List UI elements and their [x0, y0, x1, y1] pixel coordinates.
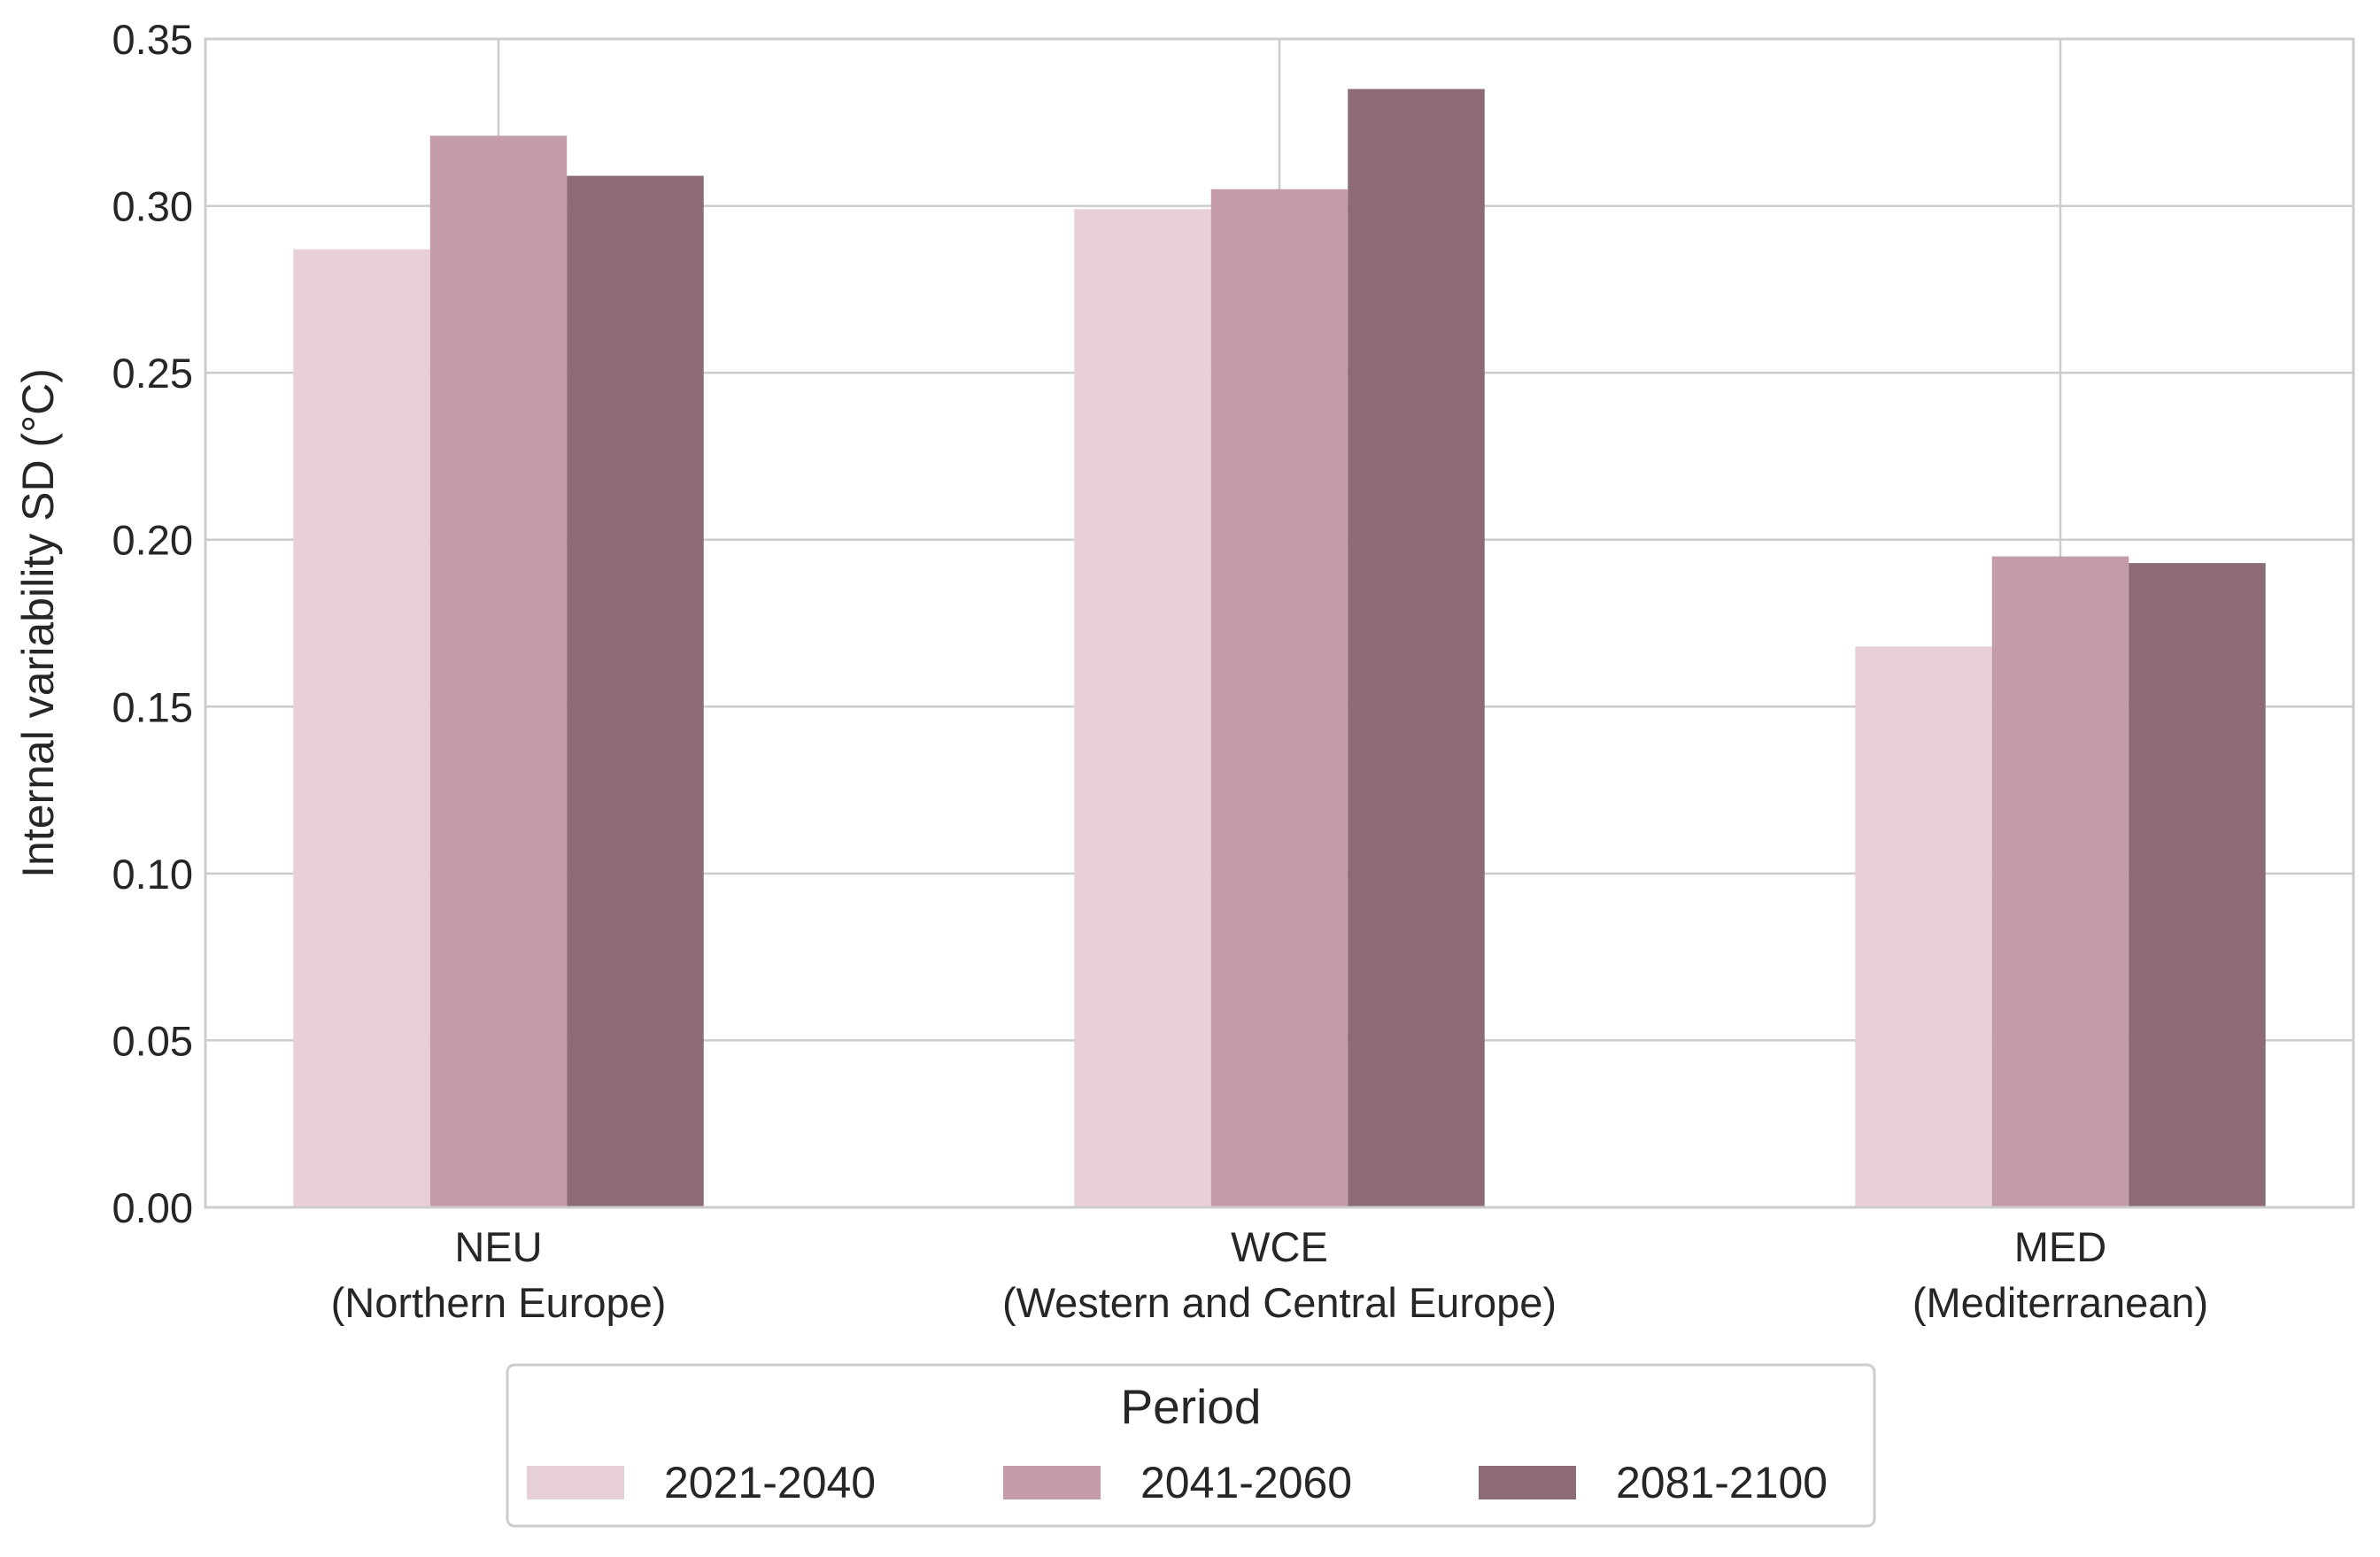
- y-tick-label: 0.05: [112, 1017, 193, 1064]
- bar-med-2081-2100: [2129, 563, 2266, 1207]
- y-axis-label: Internal variability SD (°C): [13, 368, 63, 878]
- legend: Period 2021-2040 2041-2060 2081-2100: [506, 1363, 1876, 1528]
- legend-title: Period: [1121, 1379, 1262, 1434]
- legend-swatch: [1003, 1466, 1101, 1499]
- y-tick-label: 0.25: [112, 350, 193, 397]
- legend-label: 2081-2100: [1616, 1458, 1828, 1507]
- y-tick-label: 0.10: [112, 851, 193, 898]
- bar-neu-2021-2040: [293, 249, 430, 1208]
- bars-layer: [293, 89, 2266, 1208]
- x-tick-label-code: WCE: [1231, 1223, 1328, 1270]
- legend-items: 2021-2040 2041-2060 2081-2100: [527, 1458, 1828, 1507]
- y-tick-label: 0.20: [112, 517, 193, 564]
- bar-med-2021-2040: [1855, 646, 1992, 1207]
- bar-wce-2081-2100: [1348, 89, 1485, 1208]
- y-tick-label: 0.35: [112, 16, 193, 63]
- legend-label: 2041-2060: [1140, 1458, 1352, 1507]
- legend-swatch: [527, 1466, 624, 1499]
- bar-wce-2041-2060: [1210, 189, 1348, 1208]
- x-tick-label-name: (Northern Europe): [331, 1279, 667, 1326]
- x-tick-label-code: MED: [2014, 1223, 2106, 1270]
- x-tick-label-name: (Western and Central Europe): [1002, 1279, 1557, 1326]
- bar-wce-2021-2040: [1074, 209, 1211, 1207]
- legend-swatch: [1479, 1466, 1576, 1499]
- y-tick-label: 0.30: [112, 183, 193, 230]
- legend-label: 2021-2040: [664, 1458, 876, 1507]
- bar-neu-2041-2060: [429, 135, 568, 1207]
- x-tick-label-name: (Mediterranean): [1912, 1279, 2208, 1326]
- x-axis: NEU (Northern Europe) WCE (Western and Cent…: [331, 1223, 2209, 1326]
- bar-neu-2081-2100: [567, 175, 704, 1208]
- bar-med-2041-2060: [1991, 556, 2129, 1207]
- y-tick-label: 0.00: [112, 1184, 193, 1231]
- plot-frame: [204, 37, 2355, 1209]
- x-tick-label-code: NEU: [454, 1223, 542, 1270]
- y-axis: 0.00 0.05 0.10 0.15 0.20 0.25 0.30 0.35: [112, 16, 193, 1231]
- y-tick-label: 0.15: [112, 683, 193, 730]
